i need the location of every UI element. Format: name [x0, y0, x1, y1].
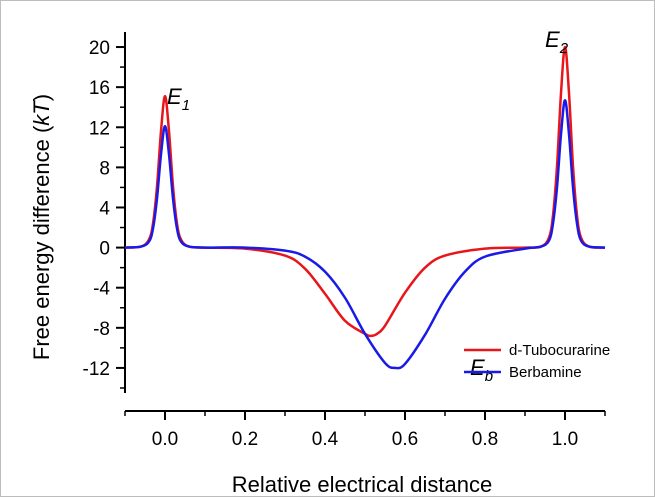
y-ticks: 20 16 12 8 4 0 -4 -8 -12 [83, 38, 125, 389]
x-tick-label: 0.2 [232, 429, 258, 450]
annotation-e1: E1 [167, 84, 190, 114]
y-tick-label: -8 [93, 319, 110, 340]
x-ticks: 0.0 0.2 0.4 0.6 0.8 1.0 [124, 411, 606, 450]
legend: d-Tubocurarine Berbamine [464, 342, 610, 381]
y-tick-label: 8 [99, 158, 110, 179]
x-axis-title: Relative electrical distance [232, 472, 492, 497]
y-tick-label: 12 [89, 118, 110, 139]
y-tick-label: 4 [99, 198, 110, 219]
series-line-d-tubocurarine [124, 45, 606, 338]
annotation-eb: Eb [470, 355, 493, 385]
legend-label-berbamine: Berbamine [509, 364, 582, 381]
x-tick-label: 1.0 [552, 429, 578, 450]
series [124, 45, 606, 370]
series-line-berbamine [124, 98, 606, 370]
y-tick-label: 16 [89, 78, 110, 99]
x-tick-label: 0.0 [152, 429, 178, 450]
annotation-e2: E2 [545, 27, 569, 57]
y-tick-label: -4 [93, 279, 110, 300]
x-tick-label: 0.6 [392, 429, 418, 450]
x-tick-label: 0.8 [472, 429, 498, 450]
y-tick-label: 20 [89, 38, 110, 59]
y-tick-label: -12 [83, 359, 110, 380]
legend-label-d-tubocurarine: d-Tubocurarine [509, 342, 610, 359]
x-tick-label: 0.4 [312, 429, 339, 450]
y-tick-label: 0 [99, 239, 110, 260]
y-axis-title: Free energy difference (kT) [29, 94, 54, 360]
